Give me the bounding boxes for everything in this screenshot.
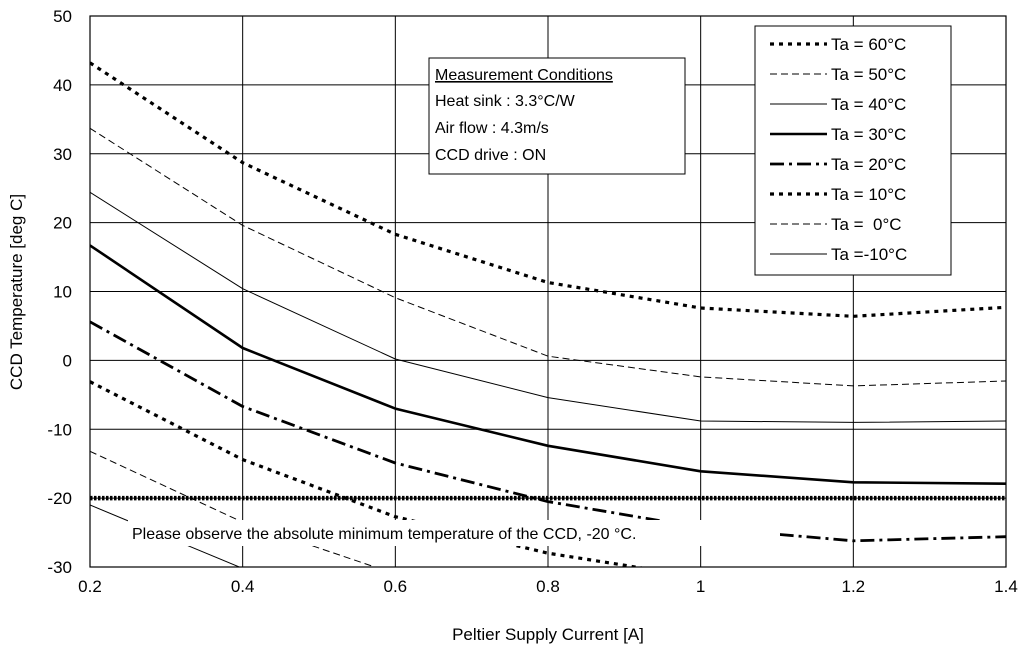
legend-frame: [754, 25, 952, 276]
conditions-title: Measurement Conditions: [435, 67, 613, 84]
y-tick-labels: 50 40 30 20 10 0 -10 -20 -30: [47, 7, 72, 577]
y-tick-label: -20: [47, 489, 72, 508]
y-tick-label: 50: [53, 7, 72, 26]
series-line: [90, 191, 1006, 423]
series-line: [90, 61, 1006, 318]
series-line: [90, 127, 1006, 387]
legend-label: Ta = 40°C: [831, 95, 906, 114]
x-tick-label: 1.2: [842, 577, 866, 596]
legend-label: Ta = 20°C: [831, 155, 906, 174]
x-tick-label: 0.6: [384, 577, 408, 596]
x-tick-label: 0.8: [536, 577, 560, 596]
legend-label: Ta = 30°C: [831, 125, 906, 144]
x-tick-label: 0.2: [78, 577, 102, 596]
series-line: [90, 380, 646, 567]
limit-annotation: Please observe the absolute minimum temp…: [132, 526, 636, 543]
y-tick-label: 0: [63, 351, 72, 370]
series-line: [90, 320, 1006, 543]
conditions-box: Measurement Conditions Heat sink : 3.3°C…: [428, 57, 686, 175]
plot-frame: [89, 15, 1007, 568]
y-tick-label: -30: [47, 558, 72, 577]
x-tick-label: 1.4: [994, 577, 1018, 596]
y-tick-label: 30: [53, 145, 72, 164]
y-tick-label: -10: [47, 420, 72, 439]
legend-label: Ta = 10°C: [831, 185, 906, 204]
legend-label: Ta = 60°C: [831, 35, 906, 54]
y-tick-label: 10: [53, 283, 72, 302]
legend: Ta = 60°C Ta = 50°C Ta = 40°C Ta = 30°C Ta =…: [754, 25, 952, 276]
series-line: [90, 244, 1006, 485]
conditions-line: Air flow : 4.3m/s: [435, 120, 549, 137]
annotation-background: [128, 520, 780, 546]
x-axis-title: Peltier Supply Current [A]: [452, 625, 644, 644]
legend-label: Ta = 50°C: [831, 65, 906, 84]
conditions-line: Heat sink : 3.3°C/W: [435, 93, 576, 110]
x-tick-label: 1: [696, 577, 705, 596]
y-axis-title: CCD Temperature [deg C]: [7, 194, 26, 390]
x-tick-labels: 0.2 0.4 0.6 0.8 1 1.2 1.4: [78, 577, 1018, 596]
y-tick-label: 40: [53, 76, 72, 95]
x-tick-label: 0.4: [231, 577, 255, 596]
conditions-box-frame: [428, 57, 686, 175]
legend-label: Ta = 0°C: [831, 215, 902, 234]
conditions-line: CCD drive : ON: [435, 147, 546, 164]
y-tick-label: 20: [53, 214, 72, 233]
legend-label: Ta =-10°C: [831, 245, 907, 264]
